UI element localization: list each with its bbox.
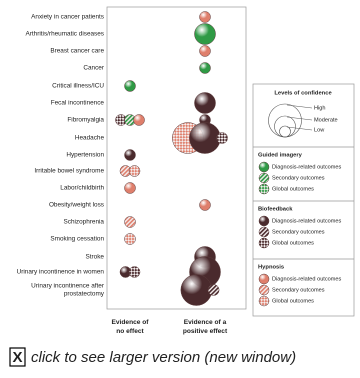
link-text[interactable]: click to see larger version (new window) (31, 349, 296, 366)
bubble (199, 199, 211, 211)
confidence-ring (268, 103, 302, 138)
column-label: Evidence of a (184, 319, 227, 326)
bubble (128, 266, 141, 278)
legend-title: Biofeedback (258, 207, 293, 213)
bubble (199, 45, 211, 57)
row-label: Anxiety in cancer patients (31, 14, 104, 21)
legend-swatch (258, 273, 270, 285)
legend-label: Secondary outcomes (272, 229, 325, 235)
row-label: Breast cancer care (50, 48, 104, 55)
legend-swatch (258, 161, 270, 173)
column-label: Evidence of (111, 319, 149, 326)
bubble (207, 284, 220, 296)
bubble (133, 114, 145, 126)
bubble (189, 122, 221, 154)
row-label: Headache (75, 135, 105, 142)
bubble (124, 182, 136, 194)
legend-frame (252, 83, 355, 317)
confidence-label: High (314, 105, 326, 111)
row-label: Urinary incontinence after (31, 283, 105, 290)
bubble (194, 23, 216, 45)
legend-label: Global outcomes (272, 186, 314, 192)
confidence-ring (279, 125, 291, 138)
leader-line (286, 104, 313, 109)
legend-label: Diagnosis-related outcomes (272, 276, 342, 282)
bubble (194, 92, 216, 114)
bubble (180, 274, 213, 306)
bubble (128, 165, 141, 177)
legend-swatch (258, 226, 270, 238)
column-label: positive effect (183, 328, 228, 335)
confidence-label: Low (314, 127, 325, 133)
legend-swatch (258, 284, 270, 296)
legend-title: Hypnosis (258, 265, 284, 271)
row-label: Urinary incontinence in women (17, 269, 105, 276)
confidence-ring (274, 115, 296, 138)
legend-label: Secondary outcomes (272, 287, 325, 293)
bubble (124, 216, 136, 228)
bubble (216, 132, 228, 144)
legend-title: Levels of confidence (274, 91, 332, 97)
legend-label: Secondary outcomes (272, 175, 325, 181)
row-label: Critical illness/ICU (52, 83, 104, 90)
link-icon-box[interactable] (9, 347, 26, 367)
column-label: no effect (116, 328, 144, 335)
bubble (124, 80, 136, 92)
row-label: Arthritis/rheumatic diseases (26, 31, 105, 38)
legend-swatch (258, 295, 270, 307)
row-label: Hypertension (66, 152, 104, 159)
leader-line (286, 126, 313, 131)
link-icon[interactable]: X (12, 349, 22, 366)
row-label: Irritable bowel syndrome (34, 168, 104, 175)
row-label: Schizophrenia (63, 219, 104, 226)
row-label: Obesity/weight loss (49, 202, 104, 209)
legend-swatch (258, 237, 270, 249)
legend-swatch (258, 172, 270, 184)
bubble (199, 62, 211, 74)
row-label: Fecal incontinence (51, 100, 105, 107)
bubble (199, 11, 211, 23)
bubble (124, 233, 136, 245)
legend-label: Diagnosis-related outcomes (272, 218, 342, 224)
larger-version-link[interactable]: X click to see larger version (new windo… (9, 347, 296, 367)
legend-swatch (258, 215, 270, 227)
row-label: Smoking cessation (50, 236, 104, 243)
confidence-label: Moderate (314, 117, 338, 123)
leader-line (286, 116, 313, 121)
row-label: Cancer (83, 65, 104, 72)
legend-label: Global outcomes (272, 240, 314, 246)
row-label: Labor/childbirth (60, 185, 104, 192)
row-label: Stroke (86, 254, 105, 261)
legend-swatch (258, 183, 270, 195)
legend-label: Diagnosis-related outcomes (272, 164, 342, 170)
legend-title: Guided imagery (258, 153, 303, 159)
bubble (124, 149, 136, 161)
legend-label: Global outcomes (272, 298, 314, 304)
row-label: prostatectomy (64, 291, 105, 298)
row-label: Fibromyalgia (67, 117, 104, 124)
